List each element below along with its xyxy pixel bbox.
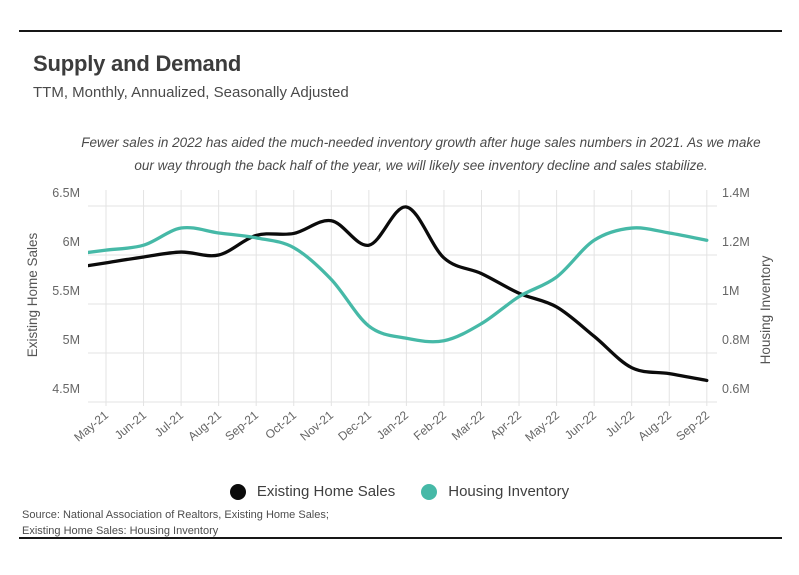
page-title: Supply and Demand — [33, 51, 242, 76]
y-tick-label-left: 5.5M — [52, 284, 80, 298]
y-tick-label-left: 5M — [62, 333, 80, 347]
housing-inventory-line[interactable] — [88, 225, 709, 344]
chart-plot-area — [88, 190, 717, 406]
existing-home-sales-line[interactable] — [88, 205, 709, 383]
y-tick-label-right: 1.2M — [722, 235, 750, 249]
source-line-2: Existing Home Sales: Housing Inventory — [22, 525, 219, 537]
legend-swatch-icon — [421, 483, 438, 500]
annotation-line-1: Fewer sales in 2022 has aided the much-n… — [81, 135, 761, 150]
y-tick-label-left: 6.5M — [52, 186, 80, 200]
y-tick-label-right: 0.6M — [722, 382, 750, 396]
y-tick-label-left: 4.5M — [52, 382, 80, 396]
legend-item-existing-home-sales[interactable]: Existing Home Sales — [229, 483, 396, 500]
source-line-1: Source: National Association of Realtors… — [22, 509, 329, 521]
legend-label: Housing Inventory — [448, 483, 570, 500]
chart-annotation: Fewer sales in 2022 has aided the much-n… — [61, 131, 781, 177]
legend-item-housing-inventory[interactable]: Housing Inventory — [421, 483, 569, 500]
y-tick-label-right: 1M — [722, 284, 740, 298]
y-tick-label-left: 6M — [62, 235, 80, 249]
legend-swatch-icon — [229, 483, 246, 500]
chart-legend: Existing Home Sales Housing Inventory — [0, 483, 799, 500]
y-tick-label-right: 1.4M — [722, 186, 750, 200]
legend-label: Existing Home Sales — [256, 483, 396, 500]
card-top-border — [19, 30, 782, 32]
card-bottom-border — [19, 537, 782, 539]
annotation-line-2: our way through the back half of the yea… — [134, 158, 708, 173]
y-tick-label-right: 0.8M — [722, 333, 750, 347]
page-subtitle: TTM, Monthly, Annualized, Seasonally Adj… — [33, 84, 349, 101]
